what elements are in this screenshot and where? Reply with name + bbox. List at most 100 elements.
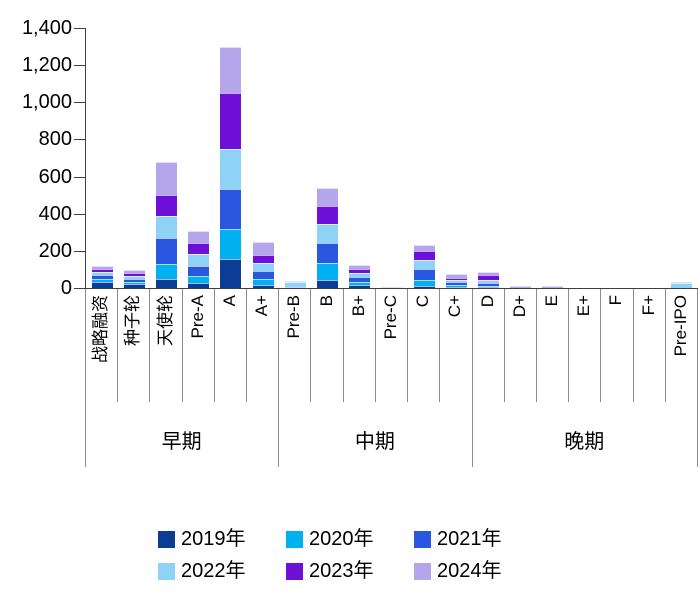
category-separator (568, 289, 570, 402)
x-label-slot: F+ (633, 289, 665, 402)
bar-segment-Pre-A-2024年 (188, 231, 210, 244)
legend-item-2019年: 2019年 (158, 527, 286, 551)
category-separator (278, 289, 280, 402)
category-separator (181, 289, 183, 402)
legend-item-2023年: 2023年 (286, 559, 414, 583)
legend-swatch-2019年 (158, 530, 175, 548)
x-label-slot: F (600, 289, 632, 402)
x-label-slot: Pre-A (182, 289, 214, 402)
legend-label: 2019年 (181, 528, 246, 550)
bar-segment-C-2023年 (413, 250, 435, 261)
bar-segment-A-2020年 (220, 228, 242, 260)
bar-segment-C+-2023年 (445, 277, 467, 280)
bar-segment-种子轮-2021年 (123, 278, 145, 282)
legend: 2019年 2020年 2021年 2022年 2023年 2024年 (0, 527, 700, 583)
x-label-Pre-C: Pre-C (380, 295, 400, 340)
x-label-slot: 天使轮 (149, 289, 181, 402)
bar-segment-种子轮-2023年 (123, 272, 145, 276)
category-separator (664, 289, 666, 402)
y-tick-mark (74, 102, 85, 104)
bar-segment-Pre-A-2023年 (188, 243, 210, 254)
x-label-Pre-B: Pre-B (284, 295, 304, 339)
bar-B+ (344, 28, 376, 288)
legend-swatch-2023年 (286, 562, 303, 580)
bar-种子轮 (118, 28, 150, 288)
bar-segment-D-2019年 (478, 287, 500, 288)
category-separator (374, 289, 376, 402)
legend-item-2022年: 2022年 (158, 559, 286, 583)
group-label-晚期: 晚期 (564, 431, 605, 453)
x-label-A+: A+ (252, 295, 272, 317)
bar-segment-B-2019年 (317, 279, 339, 288)
x-label-slot: Pre-B (278, 289, 310, 402)
bar-segment-天使轮-2022年 (156, 215, 177, 238)
group-label-中期: 中期 (354, 431, 395, 453)
y-tick-mark (74, 139, 85, 141)
x-label-E+: E+ (574, 295, 594, 317)
bar-segment-D-2023年 (478, 274, 500, 280)
bar-segment-A+-2022年 (252, 262, 274, 272)
bar-segment-Pre-IPO-2022年 (671, 283, 693, 288)
legend-items: 2019年 2020年 2021年 2022年 2023年 2024年 (158, 527, 542, 583)
x-label-天使轮: 天使轮 (155, 295, 175, 346)
bar-C (408, 28, 440, 288)
y-tick-mark (74, 28, 85, 29)
x-label-C+: C+ (445, 295, 465, 318)
bar-segment-A+-2021年 (252, 271, 274, 279)
x-label-B+: B+ (348, 295, 368, 317)
legend-label: 2023年 (309, 560, 374, 582)
group-divider (471, 402, 473, 467)
category-separator (149, 289, 151, 402)
y-tick-label: 0 (60, 277, 72, 299)
group-divider (278, 402, 280, 467)
bar-segment-A+-2020年 (252, 278, 274, 286)
bar-E+ (569, 28, 601, 288)
legend-swatch-2022年 (158, 562, 175, 580)
bar-segment-种子轮-2020年 (123, 281, 145, 285)
bar-战略融资 (86, 28, 118, 288)
x-label-E: E (542, 295, 562, 307)
bar-segment-B-2021年 (317, 242, 339, 263)
y-tick-mark (74, 65, 85, 67)
category-separator (632, 289, 634, 402)
legend-item-2021年: 2021年 (414, 527, 542, 551)
y-tick-label: 1,200 (21, 54, 72, 77)
x-label-Pre-A: Pre-A (187, 295, 207, 339)
bar-segment-种子轮-2024年 (123, 270, 145, 273)
bar-segment-C-2019年 (413, 286, 435, 288)
bar-Pre-A (183, 28, 215, 288)
x-label-slot: B+ (343, 289, 375, 402)
x-label-A: A (219, 295, 239, 307)
y-tick-label: 200 (38, 239, 72, 262)
bar-Pre-B (279, 28, 311, 288)
bar-segment-A+-2019年 (252, 285, 274, 288)
bar-segment-B-2022年 (317, 223, 339, 243)
group-label-早期: 早期 (161, 431, 202, 453)
x-label-Pre-IPO: Pre-IPO (670, 295, 690, 357)
x-label-D+: D+ (509, 295, 529, 318)
category-separator (697, 289, 698, 402)
bar-segment-战略融资-2023年 (91, 268, 113, 273)
legend-swatch-2020年 (286, 530, 303, 548)
bar-segment-B+-2023年 (349, 268, 371, 274)
bar-segment-Pre-B-2020年 (284, 287, 306, 288)
bar-segment-A-2019年 (220, 259, 242, 288)
legend-label: 2022年 (181, 560, 246, 582)
x-label-战略融资: 战略融资 (91, 295, 111, 363)
y-tick-label: 800 (38, 128, 72, 151)
x-label-slot: Pre-C (375, 289, 407, 402)
category-separator (246, 289, 248, 402)
bar-D+ (505, 28, 537, 288)
x-label-slot: 战略融资 (85, 289, 117, 402)
bar-segment-战略融资-2022年 (91, 272, 113, 276)
category-separator (600, 289, 602, 402)
group-divider (85, 402, 86, 467)
legend-swatch-2024年 (414, 562, 431, 580)
category-separator (342, 289, 344, 402)
x-label-slot: B (310, 289, 342, 402)
bar-segment-天使轮-2024年 (156, 161, 177, 196)
bar-segment-B-2020年 (317, 262, 339, 280)
bar-segment-Pre-A-2022年 (188, 253, 210, 266)
category-separator (117, 289, 119, 402)
bar-segment-B+-2020年 (349, 281, 371, 286)
